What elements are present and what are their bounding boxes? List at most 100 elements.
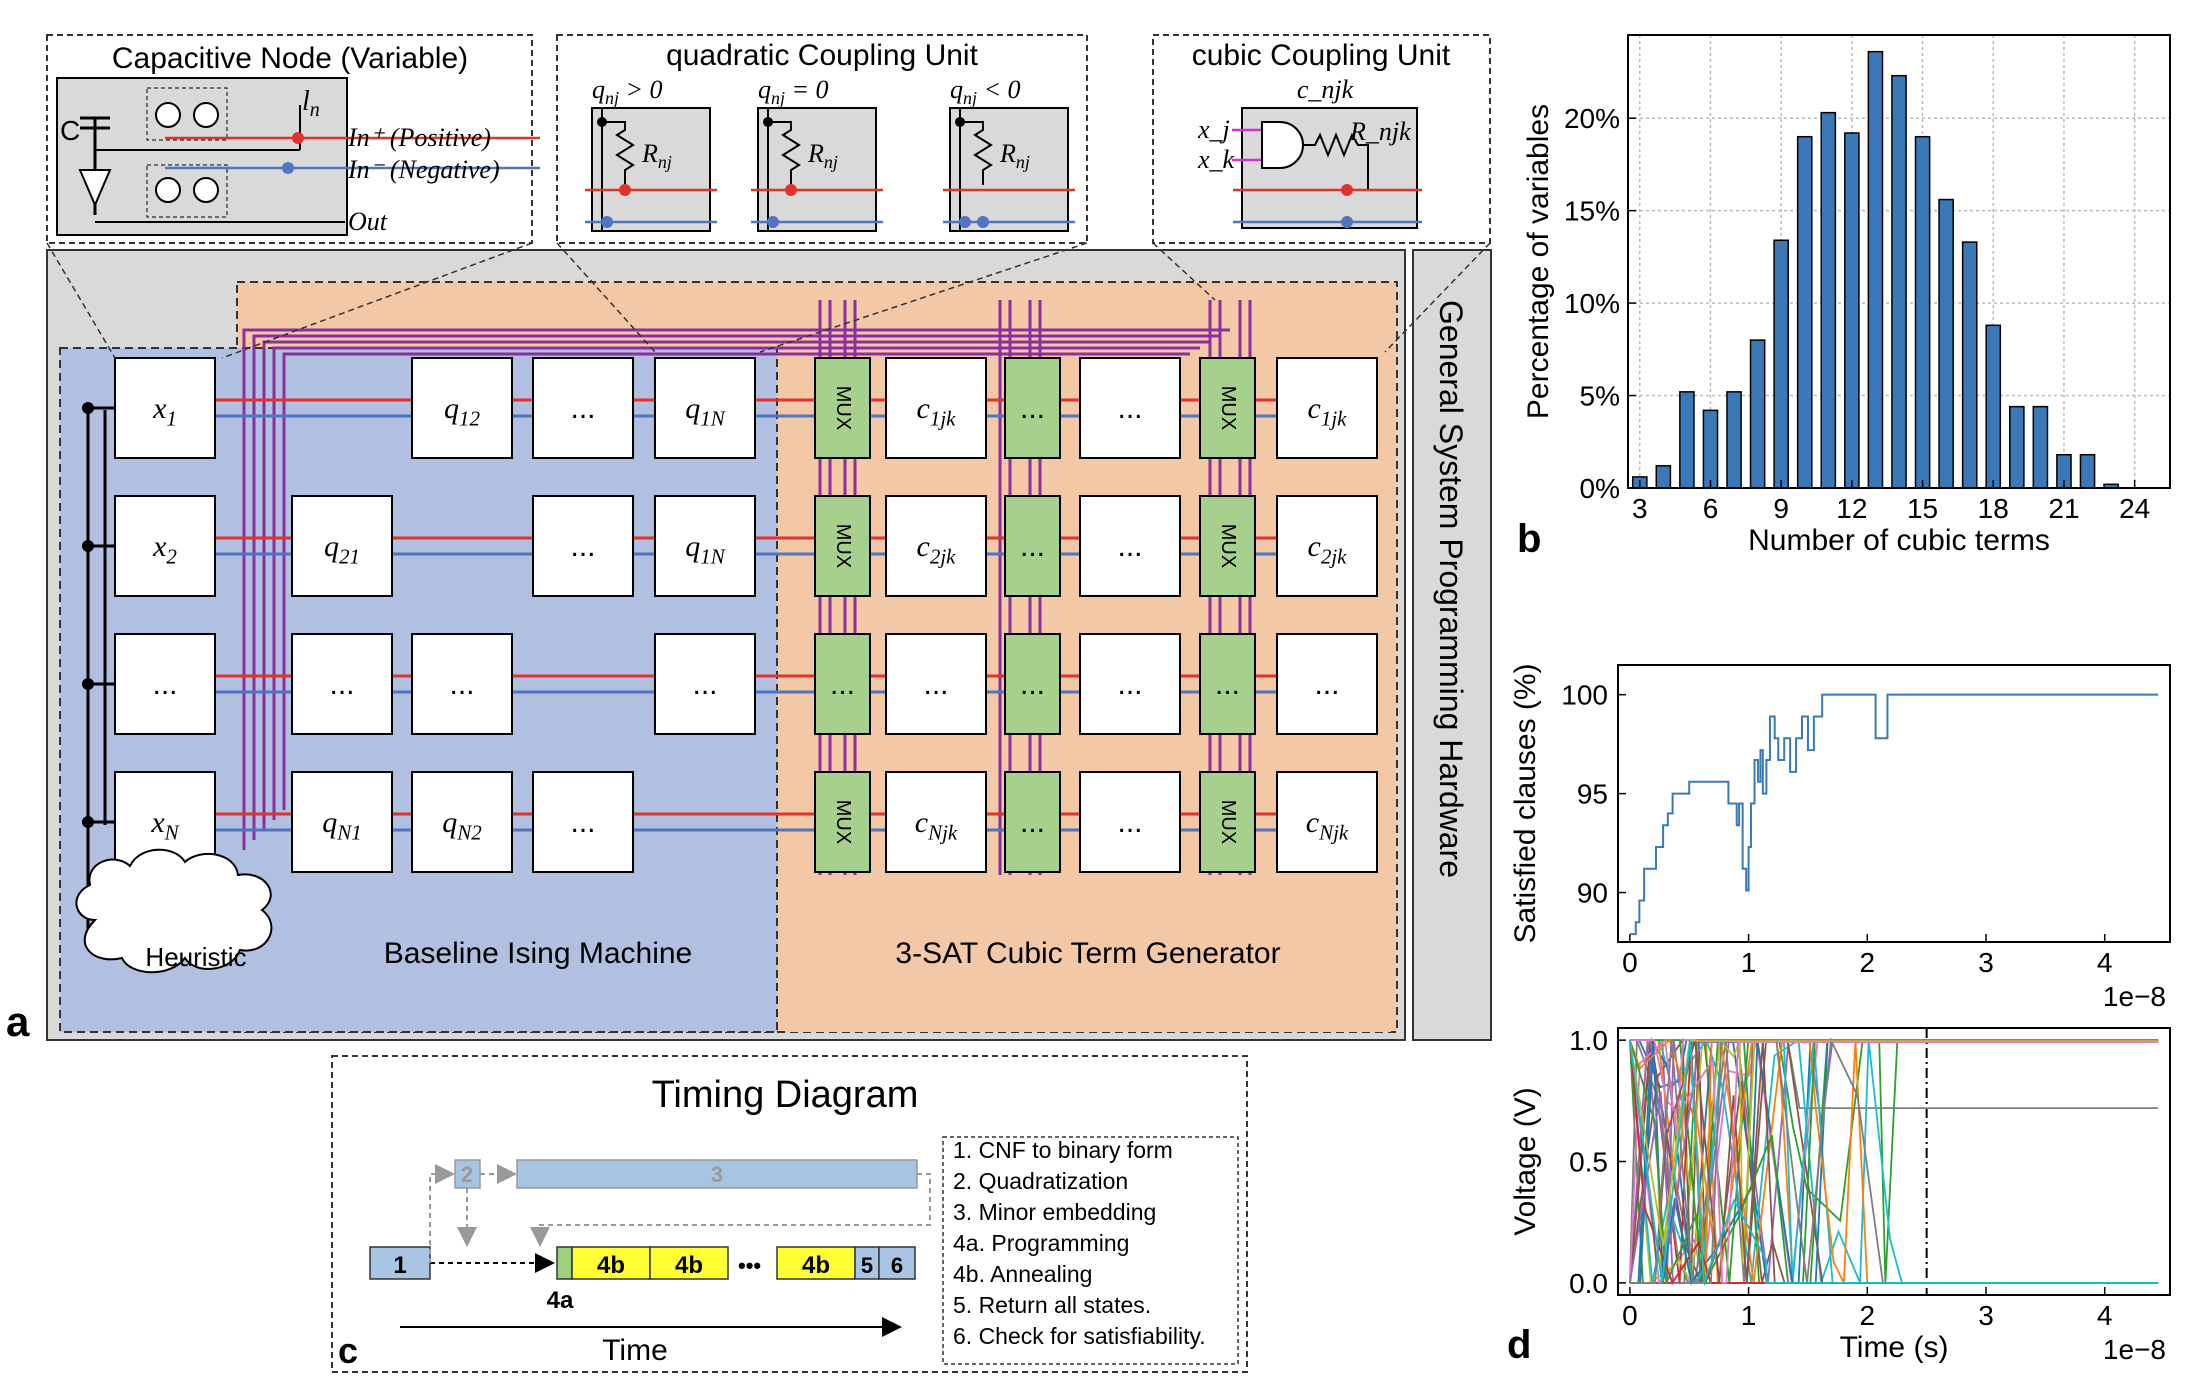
- x-tick-label: 6: [1703, 493, 1719, 524]
- block-3: 3: [711, 1162, 723, 1187]
- quadratic-coupler: q1N: [685, 530, 726, 569]
- x-tick-label: 3: [1632, 493, 1648, 524]
- timing-legend-item: 5. Return all states.: [953, 1292, 1151, 1318]
- histogram-bar: [2032, 405, 2049, 489]
- histogram-bar: [1891, 74, 1907, 489]
- grid-cell: [291, 771, 393, 873]
- histogram-bar: [2079, 453, 2096, 489]
- cubic-term-label: cNjk: [1306, 806, 1349, 845]
- block-4b-3: 4b: [802, 1252, 830, 1279]
- x-tick-label: 0: [1622, 947, 1638, 978]
- histogram-bar: [1796, 135, 1813, 489]
- zoom-guides: [46, 242, 1491, 359]
- satisfied-clauses-line: [1629, 693, 2159, 936]
- mux-block: [1199, 633, 1256, 735]
- mux-block: [814, 495, 871, 597]
- mux-block: [1004, 633, 1061, 735]
- cubic-term-cell: [885, 495, 987, 597]
- grid-cell: [291, 633, 393, 735]
- histogram-bar: [1679, 391, 1695, 489]
- quadratic-coupler: qN2: [442, 806, 482, 845]
- y-axis-label: Satisfied clauses (%): [1509, 663, 1542, 943]
- ln-label: ln: [302, 86, 320, 121]
- inset-capacitive-node: Capacitive Node (Variable) C ln In⁺ (Pos…: [46, 34, 540, 244]
- x-axis-label: Number of cubic terms: [1748, 524, 2050, 557]
- grid-cell: [114, 495, 216, 597]
- mux-block: [1004, 495, 1061, 597]
- quadratic-coupler: q1N: [685, 392, 726, 431]
- variable-node: ...: [152, 668, 177, 701]
- quad-case-label: qnj > 0: [592, 75, 663, 108]
- variable-node: xN: [150, 806, 179, 845]
- cubic-term-label: ...: [1314, 668, 1339, 701]
- histogram-bar: [1938, 198, 1954, 489]
- cubic-term-cell: [1276, 357, 1378, 459]
- histogram-bar: [1867, 50, 1884, 489]
- x-multiplier: 1e−8: [2103, 1334, 2166, 1365]
- general-hardware-label: General System Programming Hardware: [1433, 300, 1469, 878]
- panel-letter-c: c: [338, 1330, 358, 1371]
- x-tick-label: 4: [2097, 947, 2113, 978]
- variable-node: x2: [152, 530, 177, 569]
- cubic-term-label: ...: [1117, 530, 1142, 563]
- y-tick-label: 1.0: [1569, 1025, 1608, 1056]
- histogram-bar: [1985, 324, 2002, 489]
- panel-a: General System Programming Hardware x1 q1…: [6, 249, 1492, 1045]
- x-tick-label: 18: [1978, 493, 2009, 524]
- cubic-term-label: c1jk: [1308, 392, 1348, 431]
- cubic-term-cell: [885, 771, 987, 873]
- block-4a: 4a: [547, 1287, 574, 1314]
- timing-legend-item: 6. Check for satisfiability.: [953, 1323, 1206, 1349]
- mux-label: MUX: [832, 524, 854, 568]
- quad-title: quadratic Coupling Unit: [666, 39, 979, 72]
- mux-label: MUX: [1217, 524, 1239, 568]
- x-tick-label: 0: [1622, 1300, 1638, 1331]
- cubic-c-label: c_njk: [1297, 75, 1354, 104]
- grid-cell: [532, 357, 634, 459]
- timing-dots: •••: [738, 1253, 761, 1278]
- grid-cell: [291, 495, 393, 597]
- cubic-term-label: ...: [1117, 668, 1142, 701]
- quad-case-label: qnj < 0: [950, 75, 1021, 108]
- timing-legend-item: 4a. Programming: [953, 1230, 1129, 1256]
- cubic-generator-label: 3-SAT Cubic Term Generator: [895, 937, 1280, 970]
- y-tick-label: 0.0: [1569, 1268, 1608, 1299]
- x-tick-label: 3: [1978, 1300, 1994, 1331]
- quad-r-label: Rnj: [807, 139, 838, 172]
- x-tick-label: 3: [1978, 947, 1994, 978]
- heuristic-label: Heuristic: [145, 942, 246, 972]
- voltage-trace: [1628, 1037, 2159, 1284]
- panel-d-clauses-plot: 0 1 2 3 4 90 95 100 1e−8 Satisfied clauses (%): [1509, 663, 2171, 1012]
- mux-label: MUX: [832, 386, 854, 430]
- mux-block: [1199, 357, 1256, 459]
- mux-block: [1199, 495, 1256, 597]
- mux-block: [1199, 771, 1256, 873]
- panel-letter-b: b: [1517, 517, 1541, 561]
- voltage-trace: [1628, 1039, 2159, 1284]
- cubic-term-label: ...: [1020, 668, 1045, 701]
- y-tick-label: 100: [1561, 680, 1608, 711]
- variable-node: x1: [152, 392, 177, 431]
- cubic-term-cell: [1276, 495, 1378, 597]
- timing-legend-item: 2. Quadratization: [953, 1168, 1128, 1194]
- cubic-term-label: ...: [1020, 392, 1045, 425]
- grid-cell: [411, 357, 513, 459]
- cubic-term-label: ...: [1117, 806, 1142, 839]
- cubic-term-label: c1jk: [917, 392, 957, 431]
- histogram-bar: [1820, 111, 1837, 489]
- heuristic-cloud: Heuristic: [75, 848, 273, 974]
- histogram-bar: [1914, 135, 1931, 489]
- baseline-label: Baseline Ising Machine: [384, 937, 693, 970]
- histogram-bar: [1961, 241, 1978, 489]
- panel-c: Timing Diagram 1. CNF to binary form 2. Q…: [331, 1055, 1248, 1373]
- timing-legend-item: 1. CNF to binary form: [953, 1137, 1173, 1163]
- quad-case-label: qnj = 0: [758, 75, 829, 108]
- inset-cubic-unit: cubic Coupling Unit c_njk x_j x_k R_njk: [1152, 34, 1491, 244]
- quadratic-coupler: qN1: [322, 806, 362, 845]
- mux-block: [814, 771, 871, 873]
- histogram-bar: [1749, 339, 1766, 489]
- timing-legend-item: 3. Minor embedding: [953, 1199, 1156, 1225]
- x-tick-label: 1: [1741, 1300, 1757, 1331]
- cubic-term-cell: [1079, 633, 1181, 735]
- y-axis-label: Voltage (V): [1509, 1087, 1542, 1235]
